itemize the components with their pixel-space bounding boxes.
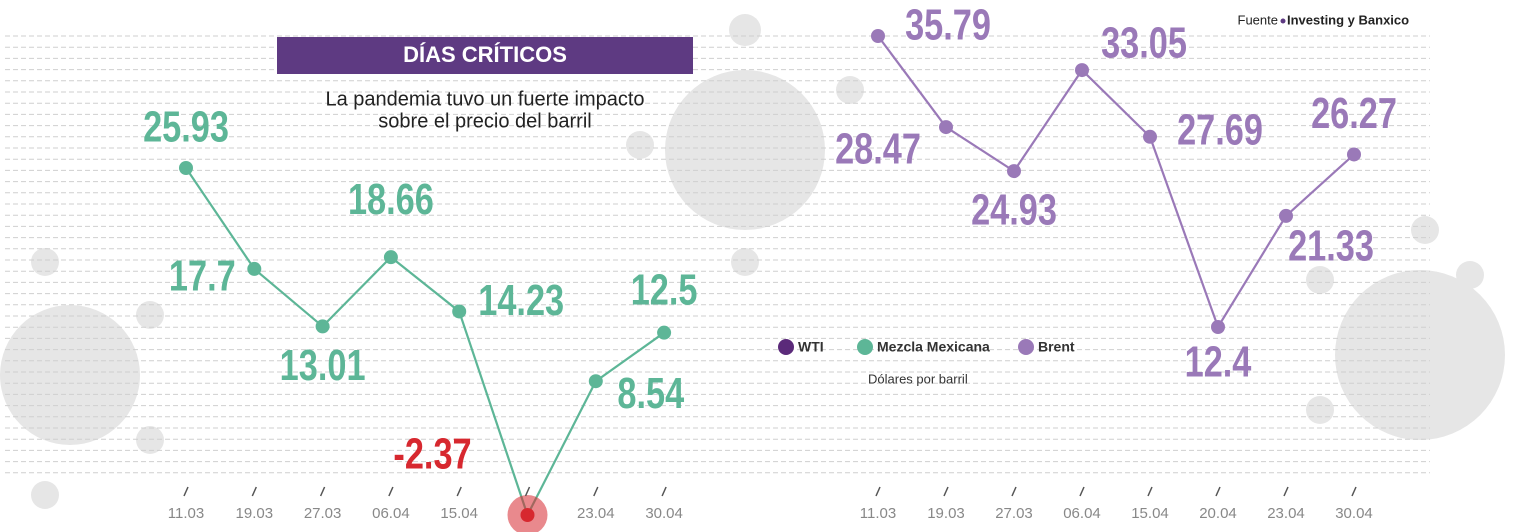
data-point — [939, 120, 953, 134]
data-point — [871, 29, 885, 43]
legend-label: Brent — [1038, 339, 1075, 355]
value-label-group: 18.66 — [348, 175, 434, 224]
data-point — [657, 326, 671, 340]
x-tick-label: 15.04 — [1131, 505, 1169, 522]
value-label: 35.79 — [905, 1, 991, 50]
value-label: 18.66 — [348, 175, 434, 224]
value-label: 14.23 — [478, 276, 564, 325]
data-point — [179, 161, 193, 175]
value-label-group: 21.33 — [1288, 221, 1374, 270]
legend-swatch — [1018, 339, 1034, 355]
x-tick-label: 27.03 — [995, 505, 1033, 522]
infographic: DÍAS CRÍTICOS La pandemia tuvo un fuerte… — [0, 0, 1538, 532]
tick-mark — [662, 487, 666, 496]
value-label-group: -2.37 — [393, 430, 471, 479]
data-point — [384, 250, 398, 264]
value-label: 8.54 — [617, 369, 684, 418]
value-label-group: 25.93 — [143, 103, 229, 152]
data-point — [589, 374, 603, 388]
x-tick-label: 11.03 — [860, 505, 896, 522]
tick-mark — [1080, 487, 1084, 496]
value-label: 24.93 — [971, 186, 1057, 235]
value-label-group: 28.47 — [835, 125, 921, 174]
tick-mark — [1148, 487, 1152, 496]
value-label: 12.4 — [1185, 338, 1252, 387]
title: DÍAS CRÍTICOS — [403, 42, 567, 67]
value-label: 33.05 — [1101, 19, 1187, 68]
page: DÍAS CRÍTICOS La pandemia tuvo un fuerte… — [0, 0, 1538, 532]
x-tick-label: 15.04 — [440, 505, 478, 522]
tick-mark — [944, 487, 948, 496]
tick-mark — [321, 487, 325, 496]
value-label-group: 8.54 — [617, 369, 684, 418]
bullet — [1281, 19, 1286, 24]
tick-mark — [184, 487, 188, 496]
subtitle: sobre el precio del barril — [378, 110, 591, 132]
value-label-group: 33.05 — [1101, 19, 1187, 68]
value-label-group: 35.79 — [905, 1, 991, 50]
tick-mark — [1216, 487, 1220, 496]
value-label: 17.7 — [169, 252, 236, 301]
tick-mark — [457, 487, 461, 496]
source-label: Fuente — [1238, 12, 1278, 27]
x-tick-label: 11.03 — [168, 505, 204, 522]
value-label-group: 26.27 — [1311, 89, 1397, 138]
x-tick-label: 19.03 — [236, 505, 274, 522]
value-label-group: 12.4 — [1185, 338, 1252, 387]
value-label-group: 17.7 — [169, 252, 236, 301]
value-label-group: 14.23 — [478, 276, 564, 325]
tick-mark — [389, 487, 393, 496]
value-label-group: 24.93 — [971, 186, 1057, 235]
value-label: 26.27 — [1311, 89, 1397, 138]
tick-mark — [252, 487, 256, 496]
legend-label: Mezcla Mexicana — [877, 339, 990, 355]
x-tick-label: 27.03 — [304, 505, 342, 522]
data-point — [1211, 320, 1225, 334]
x-tick-label: 23.04 — [1267, 505, 1305, 522]
x-tick-label: 30.04 — [645, 505, 683, 522]
value-label: 13.01 — [280, 341, 366, 390]
x-tick-label: 20.04 — [1199, 505, 1237, 522]
data-point — [1347, 147, 1361, 161]
value-label: 27.69 — [1177, 105, 1263, 154]
data-point — [1143, 130, 1157, 144]
value-label: 25.93 — [143, 103, 229, 152]
data-point — [1007, 164, 1021, 178]
x-tick-label: 19.03 — [927, 505, 965, 522]
tick-mark — [526, 487, 530, 496]
x-tick-label: 23.04 — [577, 505, 615, 522]
subtitle: La pandemia tuvo un fuerte impacto — [325, 88, 644, 110]
legend-label: WTI — [798, 339, 824, 355]
source: Investing y Banxico — [1287, 12, 1409, 27]
value-label-group: 27.69 — [1177, 105, 1263, 154]
x-tick-label: 30.04 — [1335, 505, 1373, 522]
x-tick-label: 06.04 — [1063, 505, 1101, 522]
data-point — [316, 319, 330, 333]
data-point — [521, 508, 535, 522]
value-label: 21.33 — [1288, 221, 1374, 270]
tick-mark — [1352, 487, 1356, 496]
value-label-group: 12.5 — [631, 265, 698, 314]
tick-mark — [876, 487, 880, 496]
value-label-group: 13.01 — [280, 341, 366, 390]
value-label: 28.47 — [835, 125, 921, 174]
tick-mark — [594, 487, 598, 496]
units-note: Dólares por barril — [868, 371, 968, 386]
x-tick-label: 06.04 — [372, 505, 410, 522]
data-point — [452, 304, 466, 318]
tick-mark — [1284, 487, 1288, 496]
data-point — [247, 262, 261, 276]
data-point — [1075, 63, 1089, 77]
value-label: -2.37 — [393, 430, 471, 479]
value-label: 12.5 — [631, 265, 698, 314]
legend-swatch — [857, 339, 873, 355]
legend-swatch — [778, 339, 794, 355]
tick-mark — [1012, 487, 1016, 496]
